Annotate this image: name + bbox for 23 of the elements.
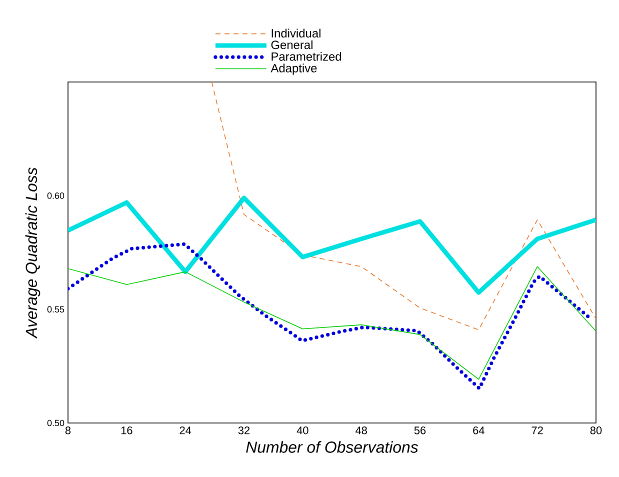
line-series	[68, 242, 592, 390]
x-tick-label: 48	[355, 426, 367, 434]
legend-label: Individual	[272, 28, 320, 38]
x-tick-label: 64	[473, 426, 484, 434]
y-axis-title: Average Quadratic Loss	[25, 168, 40, 339]
line-series	[68, 266, 596, 380]
x-tick-label: 56	[414, 426, 426, 434]
x-tick-label: 32	[238, 426, 250, 434]
line-series	[211, 82, 596, 330]
x-tick-label: 40	[296, 426, 308, 434]
x-tick-label: 72	[532, 426, 543, 434]
legend-label: Adaptive	[270, 64, 317, 75]
x-tick-label: 16	[121, 426, 132, 434]
legend-label: General	[271, 40, 312, 50]
legend-label: Parametrized	[272, 52, 342, 61]
y-tick-label: 0.60	[47, 192, 64, 199]
y-tick-label: 0.50	[47, 420, 64, 426]
y-tick-label: 0.55	[47, 306, 64, 313]
line-series	[68, 196, 596, 295]
x-tick-label: 24	[180, 426, 192, 434]
x-tick-label: 8	[65, 426, 71, 434]
x-tick-label: 80	[590, 426, 602, 434]
x-axis-title: Number of Observations	[246, 441, 418, 453]
